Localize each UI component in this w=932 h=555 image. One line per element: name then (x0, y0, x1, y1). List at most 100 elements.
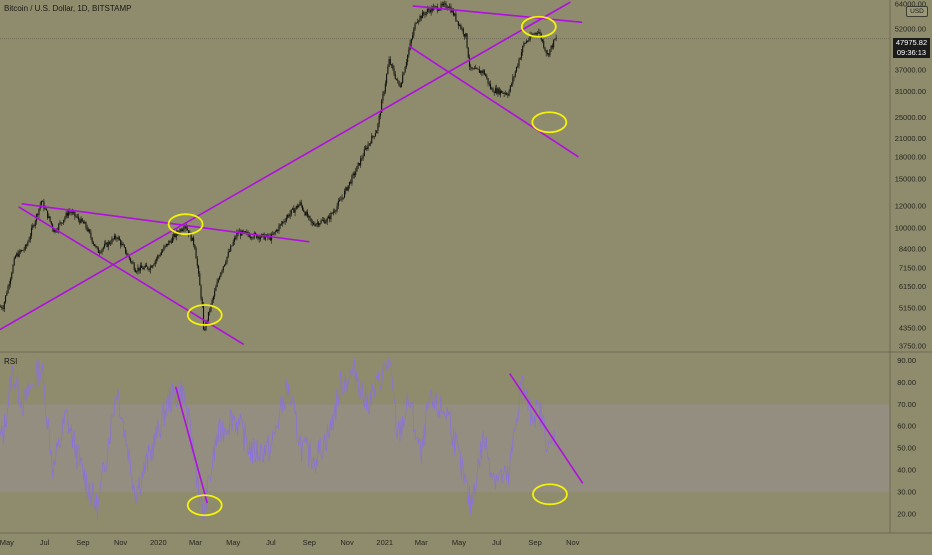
time-axis-label: Jul (266, 538, 276, 547)
candle-body (48, 216, 50, 218)
candle-body (525, 41, 527, 44)
candle-body (79, 219, 81, 224)
candle-body (362, 156, 364, 159)
candle-body (235, 237, 237, 239)
candle-body (320, 220, 322, 224)
candle-body (210, 304, 212, 312)
candle-body (37, 214, 39, 216)
candle-body (212, 296, 214, 301)
candle-body (492, 88, 494, 93)
candle-body (33, 225, 35, 227)
price-axis-label: 21000.00 (895, 134, 926, 143)
candle-body (115, 235, 117, 239)
candle-body (496, 88, 498, 94)
candle-body (290, 209, 292, 214)
candle-body (392, 64, 394, 69)
candle-body (304, 211, 306, 216)
candle-body (428, 9, 430, 10)
price-axis-label: 7150.00 (899, 264, 926, 273)
candle-body (198, 265, 200, 274)
candle-body (42, 201, 44, 202)
candle-body (538, 32, 540, 34)
candle-body (227, 251, 229, 257)
candle-body (506, 93, 508, 95)
candle-body (415, 22, 417, 24)
candle-body (412, 35, 414, 40)
candle-body (464, 34, 466, 37)
candle-body (240, 231, 242, 236)
candle-body (466, 33, 468, 48)
candle-body (89, 229, 91, 233)
candle-body (142, 267, 144, 270)
candle-body (387, 66, 389, 75)
candle-body (101, 249, 103, 253)
candle-body (202, 305, 205, 330)
candle-body (272, 234, 274, 236)
candle-body (278, 225, 280, 231)
price-trendline-5 (409, 45, 579, 158)
candle-body (274, 231, 276, 233)
candle-body (353, 173, 355, 175)
candle-body (395, 78, 398, 80)
candle-body (26, 245, 28, 246)
candle-body (546, 53, 548, 54)
candle-body (70, 211, 72, 214)
candle-body (327, 216, 330, 219)
candle-body (325, 221, 327, 224)
candle-body (384, 83, 386, 92)
candle-body (508, 91, 510, 96)
candle-body (378, 115, 380, 124)
price-axis-label: 8400.00 (899, 244, 926, 253)
candle-body (343, 190, 346, 198)
candle-body (303, 209, 305, 212)
candle-body (400, 82, 403, 87)
time-axis-label: Mar (189, 538, 202, 547)
candle-body (520, 52, 523, 58)
candle-body (451, 10, 453, 13)
candle-body (112, 238, 114, 240)
candle-body (426, 9, 428, 12)
candle-body (66, 212, 68, 216)
candle-body (489, 83, 492, 89)
candle-body (175, 231, 177, 238)
candle-body (322, 220, 325, 221)
candle-body (285, 217, 287, 222)
candle-body (447, 7, 450, 9)
rsi-highlight-ellipse-2 (532, 483, 568, 506)
candle-body (355, 171, 357, 175)
time-axis-label: May (452, 538, 466, 547)
candle-body (146, 265, 148, 267)
candle-body (336, 205, 338, 211)
candle-body (340, 199, 342, 201)
candle-body (231, 245, 233, 247)
candle-body (206, 320, 208, 322)
candle-body (358, 163, 360, 166)
candle-body (223, 264, 226, 267)
candle-body (76, 216, 78, 218)
candle-body (431, 7, 433, 11)
rsi-panel-title: RSI (4, 357, 18, 366)
candle-body (77, 216, 80, 220)
candle-body (254, 233, 257, 235)
candle-body (107, 242, 109, 247)
candle-body (233, 238, 235, 242)
candle-body (480, 70, 482, 73)
candle-body (163, 246, 165, 251)
candle-body (442, 3, 445, 5)
candle-body (373, 136, 375, 138)
candle-body (280, 223, 282, 225)
candle-body (524, 42, 526, 44)
candle-body (195, 248, 197, 259)
price-axis-label: 52000.00 (895, 25, 926, 34)
candle-body (394, 74, 396, 79)
candle-body (3, 302, 5, 310)
candle-body (245, 231, 247, 233)
candle-body (397, 79, 399, 81)
candle-body (167, 243, 169, 246)
candle-body (253, 233, 255, 238)
candle-body (459, 24, 461, 26)
candle-body (275, 229, 278, 232)
currency-tag[interactable]: USD (906, 6, 928, 17)
candle-body (416, 21, 419, 23)
